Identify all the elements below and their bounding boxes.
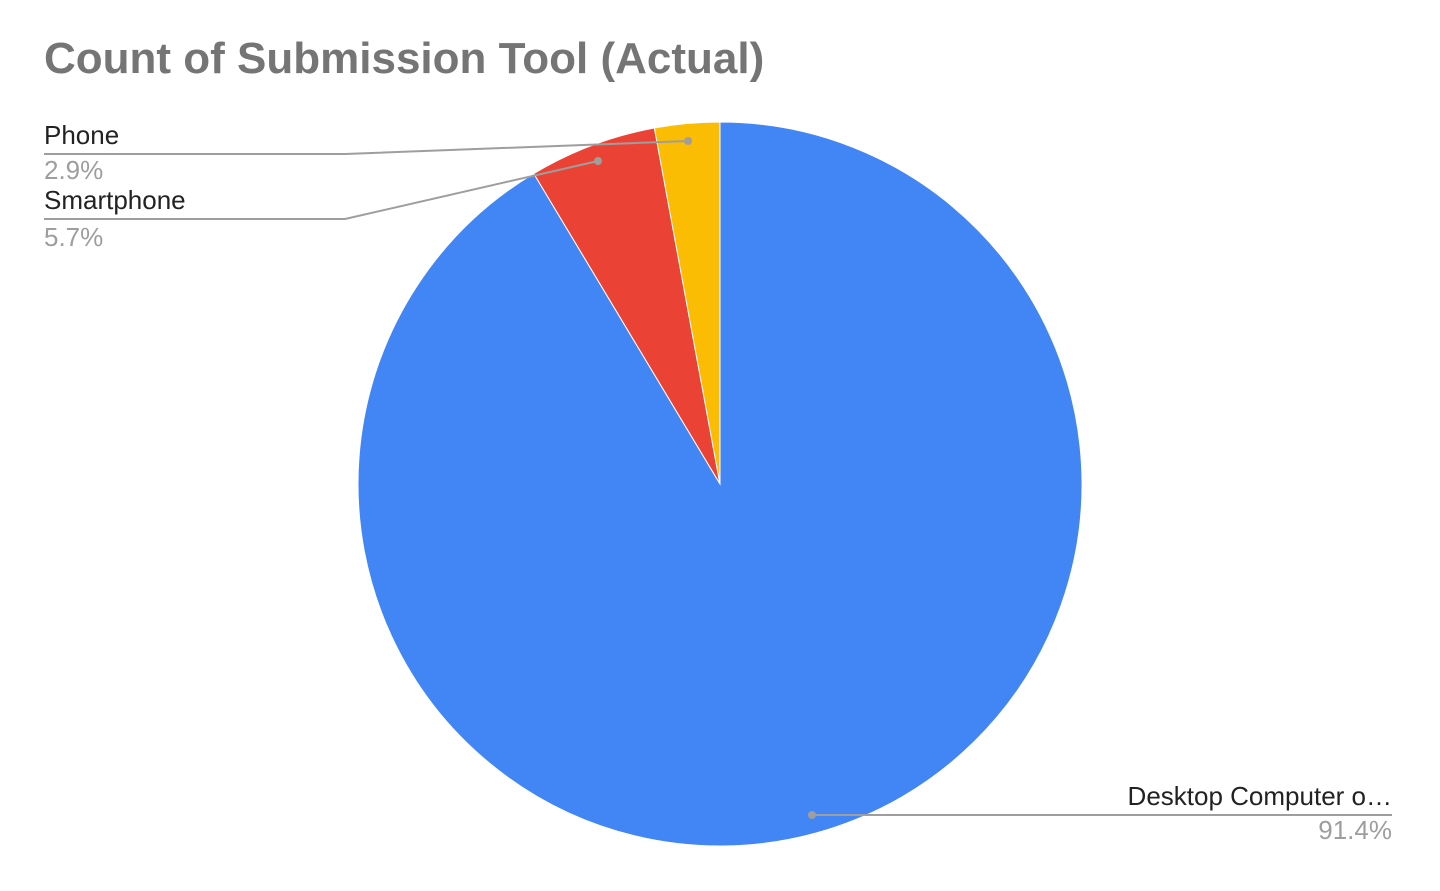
pie-slices (357, 121, 1083, 847)
leader-line-smartphone (44, 160, 599, 220)
leader-dot-desktop-computer-o (808, 811, 816, 819)
slice-percent-smartphone: 5.7% (44, 222, 103, 252)
slice-label-phone: Phone (44, 120, 119, 150)
chart-title: Count of Submission Tool (Actual) (44, 34, 765, 83)
leader-line-phone (44, 140, 689, 155)
slice-labels: Desktop Computer o… 91.4% Smartphone 5.7% Ph… (44, 120, 1392, 845)
pie-slice-phone (653, 121, 721, 485)
slice-label-smartphone: Smartphone (44, 185, 186, 215)
leader-lines (44, 137, 1392, 819)
leader-dot-smartphone (594, 157, 602, 165)
leader-dot-phone (684, 137, 692, 145)
slice-label-desktop-computer-o: Desktop Computer o… (1128, 781, 1392, 811)
slice-percent-phone: 2.9% (44, 155, 103, 185)
slice-percent-desktop-computer-o: 91.4% (1318, 815, 1392, 845)
